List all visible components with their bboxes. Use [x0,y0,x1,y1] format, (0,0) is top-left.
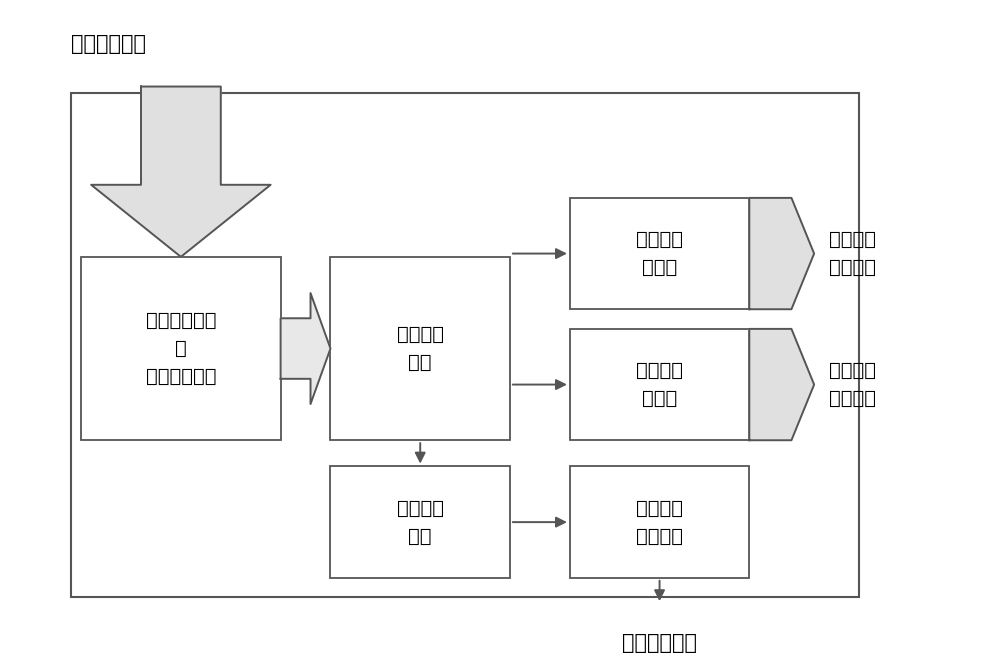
Bar [71,93,859,597]
Text: 调制驱动
模块一: 调制驱动 模块一 [636,230,683,277]
Bar [570,329,749,440]
Text: 调制器驱
动信号一: 调制器驱 动信号一 [829,230,876,277]
Polygon shape [749,329,814,440]
Text: 检测电流信息: 检测电流信息 [622,634,697,653]
Text: 信号解调
模块: 信号解调 模块 [397,325,444,372]
Text: 光电信号输入: 光电信号输入 [71,34,146,53]
Bar [81,257,281,440]
Text: 数字计算
模块: 数字计算 模块 [397,498,444,546]
Text: 光电信号调理
与
模数转换模块: 光电信号调理 与 模数转换模块 [146,311,216,386]
Bar [570,198,749,310]
Polygon shape [91,86,271,257]
Polygon shape [749,198,814,310]
Polygon shape [281,293,330,404]
Text: 调制驱动
模块二: 调制驱动 模块二 [636,361,683,408]
Text: 电流信息
输出模块: 电流信息 输出模块 [636,498,683,546]
Bar [330,467,510,578]
Bar [330,257,510,440]
Bar [570,467,749,578]
Text: 调制器驱
动信号二: 调制器驱 动信号二 [829,361,876,408]
